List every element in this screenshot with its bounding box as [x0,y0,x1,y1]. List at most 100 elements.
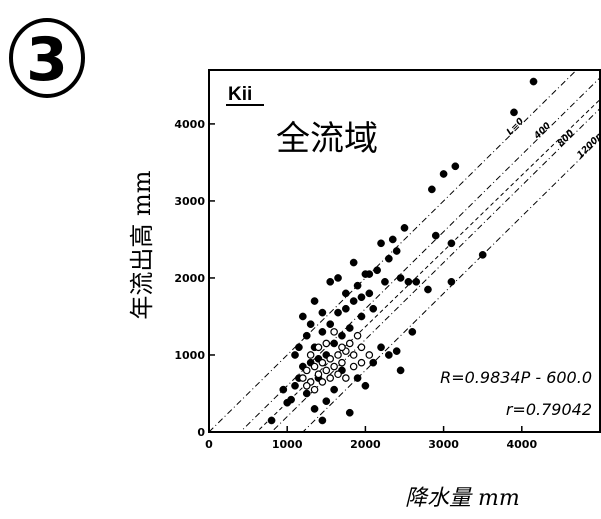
filled-point-18 [345,324,354,332]
filled-point-21 [357,312,366,321]
x-tick-label-0: 0 [205,438,213,451]
x-tick-label-2: 2000 [350,438,381,451]
y-tick-label-3: 3000 [174,195,205,208]
reference-line-0 [209,70,578,432]
open-point-17 [322,339,331,348]
y-axis-ticks: 0 1000 2000 3000 4000 [174,118,215,439]
regression-equation: R=0.9834P - 600.0 [440,368,592,387]
filled-point-72 [310,405,319,413]
filled-point-55 [342,289,350,298]
filled-point-42 [330,385,338,394]
open-point-27 [357,358,366,367]
filled-point-19 [349,297,358,305]
filled-point-71 [318,416,327,425]
reference-line-label-0: L=0 [505,117,526,138]
filled-point-70 [345,408,354,417]
filled-point-23 [365,289,374,298]
filled-point-16 [338,331,346,340]
filled-point-13 [326,320,335,329]
filled-point-0 [267,416,276,425]
filled-point-11 [318,328,327,336]
filled-point-26 [377,239,385,248]
filled-point-61 [451,162,460,171]
open-point-7 [326,355,335,363]
filled-point-62 [447,239,456,248]
plot-frame [208,69,601,433]
filled-point-15 [334,308,342,317]
open-point-0 [299,374,307,382]
filled-point-65 [529,77,538,86]
filled-point-27 [381,277,389,286]
filled-point-7 [302,389,311,398]
filled-point-54 [334,274,342,282]
filled-point-34 [408,328,417,336]
y-tick-label-1: 1000 [174,349,205,362]
filled-point-31 [396,274,405,282]
y-tick-label-2: 2000 [174,272,205,285]
filled-point-17 [342,304,350,313]
filled-point-52 [318,308,327,317]
reference-lines [209,70,600,432]
filled-point-51 [291,351,299,359]
open-point-22 [318,378,327,386]
reference-line-2 [270,108,600,432]
filled-point-47 [377,343,385,352]
open-point-26 [349,362,358,371]
reference-line-1 [239,77,600,432]
regression-line [255,99,600,432]
y-axis-label: 年流出高 mm [128,170,156,319]
filled-point-69 [412,277,421,286]
filled-point-29 [388,235,397,244]
open-point-21 [310,385,319,394]
filled-point-45 [361,381,370,390]
filled-point-20 [353,281,362,290]
open-point-3 [310,362,319,371]
filled-point-58 [365,270,374,278]
open-point-25 [342,374,350,382]
open-point-29 [357,343,366,352]
open-point-6 [322,366,331,375]
filled-point-64 [510,108,518,117]
data-points [267,77,538,425]
open-point-28 [365,351,374,359]
filled-point-1 [279,385,288,394]
open-point-12 [345,339,354,348]
filled-point-57 [357,293,366,302]
figure-number: 3 [26,25,68,95]
filled-point-60 [439,170,448,178]
filled-point-30 [392,247,401,255]
filled-point-39 [298,312,307,321]
filled-point-50 [396,366,405,375]
open-point-15 [306,351,315,359]
open-point-23 [326,374,335,382]
open-point-14 [353,331,362,340]
filled-point-56 [349,258,358,267]
filled-point-38 [295,343,303,352]
open-point-18 [330,328,338,336]
panel-label: Kii [228,84,252,105]
filled-point-63 [478,251,487,259]
open-point-24 [334,370,342,379]
filled-point-32 [400,224,409,232]
chart-title: 全流域 [276,119,378,159]
filled-point-24 [369,304,378,313]
reference-line-labels: L=0 400 800 1200mm [505,117,601,161]
filled-point-44 [353,374,362,382]
x-axis-label: 降水量 mm [405,486,520,511]
x-tick-label-1: 1000 [272,438,303,451]
open-point-19 [338,343,346,352]
y-tick-label-4: 4000 [174,118,205,131]
open-point-20 [302,381,311,390]
open-point-10 [338,358,346,367]
y-tick-label-0: 0 [197,426,205,439]
x-axis-ticks: 0 1000 2000 3000 4000 [205,426,537,451]
filled-point-3 [287,395,295,404]
open-point-9 [334,351,342,359]
filled-point-49 [392,347,401,355]
correlation-coefficient: r=0.79042 [506,400,592,419]
open-point-16 [314,343,323,352]
reference-line-label-2: 800 [556,129,576,149]
filled-point-37 [310,297,319,305]
filled-point-36 [306,320,315,329]
